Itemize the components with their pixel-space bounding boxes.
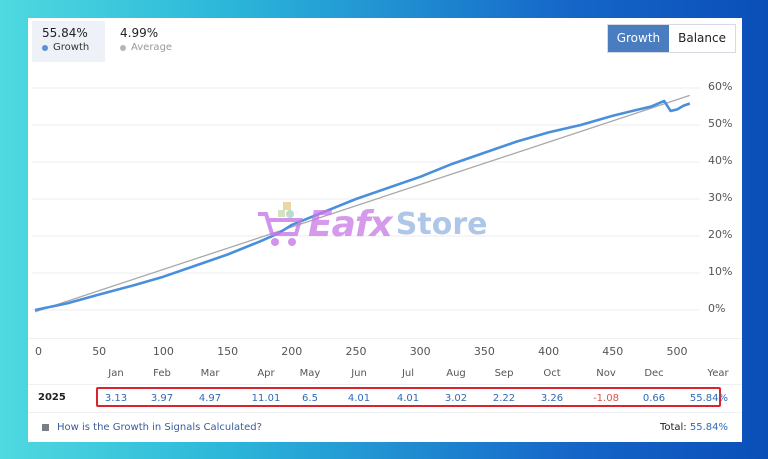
month-value[interactable]: 6.5 — [302, 393, 318, 404]
y-tick-label: 50% — [708, 117, 733, 130]
growth-card: 55.84% Growth 4.99% Average Growth Balan… — [28, 18, 742, 442]
x-tick-label: 150 — [217, 345, 239, 358]
y-tick-label: 60% — [708, 80, 733, 93]
month-header: Jan — [108, 368, 124, 379]
year-total: 55.84% — [689, 393, 728, 404]
balance-toggle-button[interactable]: Balance — [669, 25, 735, 52]
month-value[interactable]: 4.01 — [347, 393, 371, 404]
x-tick-label: 400 — [538, 345, 560, 358]
x-tick-label: 350 — [473, 345, 495, 358]
y-tick-label: 20% — [708, 228, 733, 241]
growth-toggle-button[interactable]: Growth — [607, 25, 670, 52]
total-value: 55.84% — [689, 422, 728, 433]
x-tick-label: 100 — [152, 345, 174, 358]
monthly-values-highlight — [96, 387, 721, 407]
year-column-header: Year — [707, 368, 729, 379]
month-value[interactable]: 4.01 — [396, 393, 420, 404]
month-value[interactable]: 3.26 — [540, 393, 564, 404]
month-value[interactable]: 3.97 — [150, 393, 174, 404]
month-header: Nov — [596, 368, 616, 379]
month-header: Jun — [351, 368, 367, 379]
month-header: Sep — [494, 368, 514, 379]
y-tick-label: 10% — [708, 265, 733, 278]
month-value[interactable]: -1.08 — [593, 393, 619, 404]
x-tick-label: 250 — [345, 345, 367, 358]
month-value[interactable]: 4.97 — [198, 393, 222, 404]
month-header: Jul — [401, 368, 415, 379]
chart-mode-toggle: Growth Balance — [606, 24, 736, 53]
x-tick-label: 450 — [602, 345, 624, 358]
average-stat: 4.99% Average — [110, 21, 190, 62]
month-value[interactable]: 0.66 — [642, 393, 666, 404]
help-link-text: How is the Growth in Signals Calculated? — [57, 422, 262, 433]
total-label: Total: — [659, 422, 687, 433]
x-tick-label: 0 — [35, 345, 42, 358]
average-legend-dot-icon — [120, 45, 126, 51]
month-header: Apr — [257, 368, 275, 379]
growth-calculation-help-link[interactable]: How is the Growth in Signals Calculated? — [42, 422, 262, 433]
growth-legend-dot-icon — [42, 45, 48, 51]
month-header: Dec — [644, 368, 664, 379]
x-tick-label: 200 — [281, 345, 303, 358]
x-tick-label: 50 — [92, 345, 107, 358]
average-value: 4.99% — [120, 26, 159, 40]
y-tick-label: 30% — [708, 191, 733, 204]
help-icon — [42, 424, 49, 431]
month-header: May — [299, 368, 321, 379]
month-header: Oct — [543, 368, 561, 379]
month-header: Mar — [200, 368, 220, 379]
month-value[interactable]: 11.01 — [251, 393, 281, 404]
growth-value: 55.84% — [42, 26, 88, 40]
y-tick-label: 40% — [708, 154, 733, 167]
month-header: Aug — [446, 368, 466, 379]
x-tick-label: 500 — [666, 345, 688, 358]
growth-label: Growth — [53, 42, 90, 53]
month-value[interactable]: 3.02 — [444, 393, 468, 404]
month-value[interactable]: 3.13 — [104, 393, 128, 404]
footer-divider — [28, 412, 742, 413]
chart-divider — [28, 338, 742, 339]
table-divider — [28, 384, 742, 385]
month-header: Feb — [153, 368, 171, 379]
growth-stat: 55.84% Growth — [32, 21, 105, 62]
month-value[interactable]: 2.22 — [492, 393, 516, 404]
growth-chart — [32, 87, 700, 313]
year-label: 2025 — [38, 392, 66, 403]
y-tick-label: 0% — [708, 302, 726, 315]
average-label: Average — [131, 42, 173, 53]
x-tick-label: 300 — [409, 345, 431, 358]
total: Total: 55.84% — [660, 422, 728, 433]
